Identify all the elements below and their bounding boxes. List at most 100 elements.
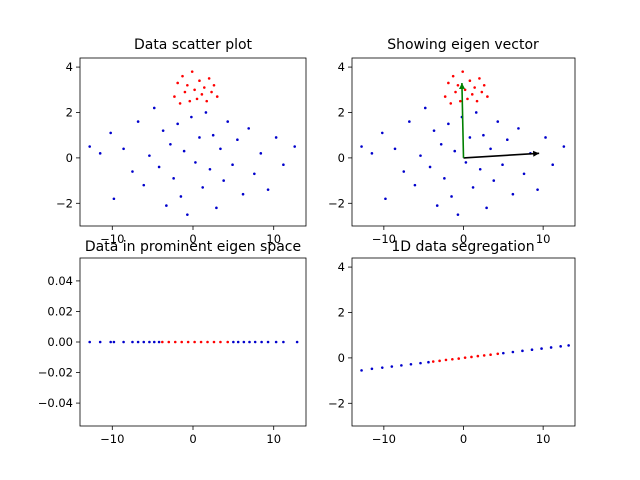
panel-2-point	[463, 88, 467, 92]
panel-3-point	[167, 340, 171, 344]
panel-1-ticks: −10 0 10 −2 0 2 4	[56, 60, 281, 246]
panel-3-point	[282, 340, 285, 344]
panel-2-point	[454, 90, 457, 94]
panel-1-xtick-label: 10	[266, 232, 281, 246]
panel-2-point	[478, 167, 482, 171]
panel-4-point	[540, 347, 543, 350]
panel-2-xtick-label: 0	[460, 232, 467, 246]
panel-2-point	[419, 154, 422, 157]
panel-3-point	[98, 340, 102, 344]
panel-4-point	[431, 360, 435, 363]
panel-4-point	[502, 351, 505, 355]
panel-3: Data in prominent eigen space −10 0 10 −0.0…	[38, 239, 307, 446]
panel-4-ytick-label: 0	[338, 351, 345, 365]
panel-1-point	[215, 95, 219, 98]
panel-2-point	[384, 197, 387, 201]
panel-2-ticks: −10 0 10 −2 0 2 4	[328, 60, 550, 246]
panel-2-point	[468, 79, 472, 83]
panel-4-point	[370, 367, 374, 371]
panel-2-point	[480, 90, 484, 94]
panel-2-point	[486, 95, 489, 98]
panel-3-point	[136, 340, 140, 344]
panel-1-point	[173, 95, 176, 98]
panel-4-point	[444, 358, 448, 362]
panel-4-ytick-label: −2	[328, 396, 345, 410]
panel-3-ytick-label: −0.02	[38, 366, 73, 380]
panel-1-point	[122, 147, 125, 151]
panel-1-ytick-label: 2	[66, 105, 73, 119]
panel-1-point	[198, 136, 201, 139]
panel-2-point	[447, 122, 450, 126]
panel-3-point	[242, 340, 246, 344]
panel-1-point	[183, 90, 187, 94]
panel-4-marks	[360, 344, 570, 372]
panel-2-ytick-label: 0	[338, 151, 345, 165]
panel-1-point	[131, 170, 134, 173]
panel-4-point	[451, 357, 454, 361]
panel-3-point	[295, 340, 299, 344]
panel-3-point	[219, 340, 222, 344]
panel-2-ytick-label: −2	[328, 196, 345, 210]
panel-2-point	[423, 106, 427, 110]
panel-1-point	[142, 183, 146, 187]
panel-1-point	[236, 138, 239, 142]
panel-3-point	[193, 340, 196, 344]
panel-1-point	[259, 152, 263, 155]
panel-4-point	[567, 344, 570, 347]
panel-1-xtick-label: 0	[189, 232, 196, 246]
panel-1-point	[200, 93, 204, 96]
panel-3-ytick-label: −0.04	[38, 396, 73, 410]
panel-4-point	[390, 365, 394, 368]
panel-1-point	[212, 83, 216, 87]
panel-3-point	[226, 340, 230, 344]
panel-1-point	[161, 129, 165, 132]
panel-1-point	[98, 152, 102, 155]
panel-3-ytick-label: 0.04	[47, 274, 73, 288]
panel-2-point	[492, 179, 496, 182]
panel-2-point	[544, 136, 547, 139]
panel-1-point	[222, 179, 225, 182]
panel-3-point	[199, 340, 203, 344]
panel-2-point	[478, 77, 481, 80]
panel-4-point	[476, 354, 480, 358]
panel-3-xtick-label: −10	[100, 432, 124, 446]
panel-1-ytick-label: 4	[66, 60, 73, 74]
panel-2-point	[485, 206, 488, 210]
panel-2-eigen-vector	[461, 82, 465, 158]
panel-2-point	[482, 83, 486, 87]
panel-1-point	[152, 106, 156, 110]
panel-1: Data scatter plot −10 0 10 −2 0 2 4	[56, 37, 307, 246]
panel-2-point	[450, 195, 453, 198]
panel-1-xtick-label: −10	[100, 232, 124, 246]
panel-2-point	[466, 97, 469, 101]
panel-1-point	[176, 122, 179, 126]
panel-2-point	[443, 177, 446, 180]
panel-3-title: Data in prominent eigen space	[85, 239, 301, 255]
panel-2-xtick-label: −10	[372, 232, 396, 246]
panel-1-ytick-label: 0	[66, 151, 73, 165]
panel-1-point	[148, 154, 151, 157]
panel-2-point	[456, 83, 460, 87]
panel-2-ytick-label: 4	[338, 60, 345, 74]
panel-2-point	[473, 86, 476, 89]
panel-3-point	[266, 340, 270, 344]
panel-2-point	[439, 142, 443, 146]
panel-3-point	[232, 340, 235, 344]
panel-4-point	[530, 348, 534, 352]
panel-3-ytick-label: 0.00	[47, 335, 73, 349]
panel-1-point	[88, 145, 91, 148]
panel-1-point	[241, 192, 245, 196]
panel-3-point	[260, 340, 263, 344]
panel-3-point	[157, 340, 161, 344]
panel-2-point	[501, 163, 504, 167]
panel-4-point	[457, 357, 461, 360]
panel-1-point	[247, 127, 250, 130]
panel-4-point	[489, 353, 492, 357]
panel-1-point	[211, 133, 215, 137]
panel-1-point	[208, 167, 212, 171]
panel-4-point	[360, 369, 363, 372]
panel-1-title: Data scatter plot	[134, 37, 253, 53]
panel-2-point	[428, 165, 432, 169]
panel-2-point	[435, 204, 439, 207]
